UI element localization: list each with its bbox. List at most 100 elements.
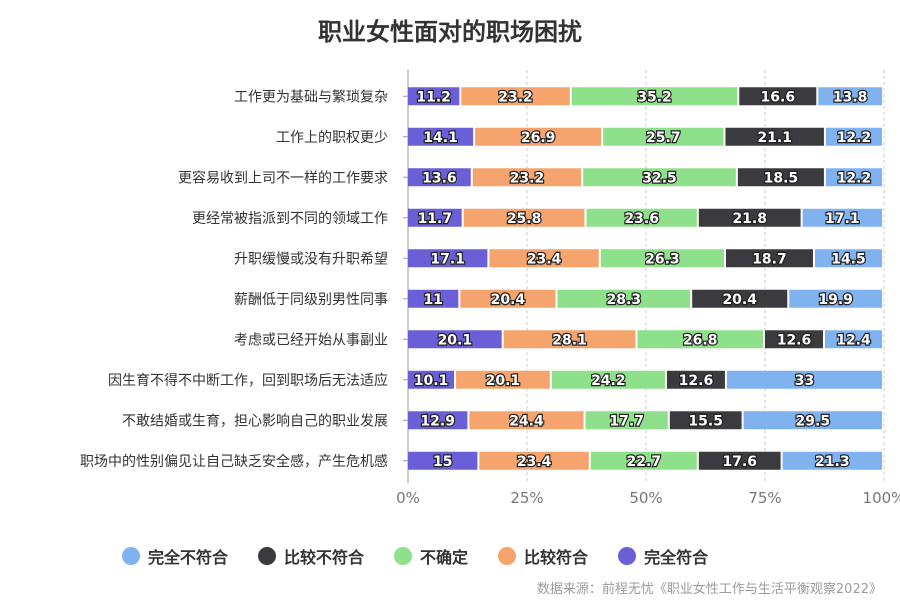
legend-label: 比较不符合 [284, 548, 365, 567]
legend-label: 完全不符合 [148, 548, 229, 567]
data-label: 35.2 [637, 89, 672, 105]
bar-segment [463, 208, 585, 227]
data-label: 28.3 [607, 292, 642, 308]
bar-segment [583, 168, 736, 187]
data-label: 17.7 [609, 413, 644, 429]
category-label: 工作上的职权更少 [276, 130, 388, 146]
bar-segment [698, 208, 801, 227]
bar-segment [460, 289, 556, 308]
bar-segment [586, 208, 697, 227]
bar-segment [408, 127, 474, 146]
category-label: 更经常被指派到不同的领域工作 [192, 211, 388, 227]
bar-segment [637, 330, 763, 349]
category-label: 工作更为基础与繁琐复杂 [234, 88, 388, 105]
data-label: 22.7 [627, 454, 662, 470]
bar-segment [725, 127, 824, 146]
bar-segment [789, 289, 882, 308]
bar-segment [585, 411, 668, 430]
data-label: 24.2 [591, 373, 626, 389]
data-label: 21.1 [757, 130, 792, 146]
data-label: 18.7 [752, 251, 787, 267]
data-label: 12.2 [837, 130, 872, 146]
legend-swatch [122, 547, 140, 565]
data-label: 17.1 [825, 211, 860, 227]
data-label: 23.2 [510, 170, 545, 186]
data-label: 12.6 [679, 373, 714, 389]
data-label: 12.4 [836, 332, 871, 348]
data-label: 20.4 [722, 292, 757, 308]
data-label: 25.7 [646, 130, 681, 146]
x-tick-label: 0% [396, 489, 420, 507]
bar-segment [408, 370, 455, 389]
data-label: 10.1 [414, 373, 449, 389]
data-label: 18.5 [764, 170, 799, 186]
data-label: 14.1 [423, 130, 458, 146]
data-label: 16.6 [761, 89, 796, 105]
data-label: 13.6 [422, 170, 457, 186]
legend-item: 不确定 [394, 544, 468, 568]
bar-segment [571, 87, 738, 106]
bar-segment [600, 249, 724, 268]
category-label: 因生育不得不中断工作，回到职场后无法适应 [108, 372, 388, 389]
data-label: 28.1 [552, 332, 587, 348]
bar-segment [408, 451, 478, 470]
data-label: 26.8 [683, 332, 718, 348]
bar-segment [461, 87, 570, 106]
data-label: 17.6 [722, 454, 757, 470]
data-label: 25.8 [507, 211, 542, 227]
bar-segment [503, 330, 636, 349]
data-label: 20.1 [486, 373, 521, 389]
bar-segment [737, 168, 824, 187]
data-label: 15 [433, 454, 452, 470]
bar-segment [825, 168, 882, 187]
x-tick-label: 100% [863, 489, 900, 507]
data-label: 23.4 [517, 454, 552, 470]
category-label: 薪酬低于同级别男性同事 [234, 292, 388, 308]
bar-segment [408, 289, 459, 308]
bar-segment [469, 411, 584, 430]
bar-segment [726, 370, 882, 389]
data-label: 11.2 [416, 89, 451, 105]
bar-segment [698, 451, 781, 470]
bar-segment [475, 127, 602, 146]
data-label: 20.4 [491, 292, 526, 308]
data-label: 24.4 [509, 413, 544, 429]
data-label: 11.7 [418, 211, 453, 227]
data-label: 11 [423, 292, 442, 308]
bar-segment [408, 168, 471, 187]
legend-swatch [618, 547, 637, 565]
data-label: 17.1 [430, 251, 465, 267]
category-label: 职场中的性别偏见让自己缺乏安全感，产生危机感 [80, 453, 388, 470]
data-label: 19.9 [818, 292, 853, 308]
legend-item: 完全符合 [618, 544, 708, 568]
bar-segment [408, 411, 468, 430]
data-label: 32.5 [642, 170, 677, 186]
bar-segment [692, 289, 788, 308]
bar-segment [590, 451, 697, 470]
category-label: 不敢结婚或生育，担心影响自己的职业发展 [122, 413, 388, 429]
bar-segment [408, 208, 462, 227]
legend-label: 比较符合 [524, 548, 589, 567]
data-label: 15.5 [688, 413, 723, 429]
data-label: 26.9 [521, 130, 556, 146]
bar-segment [489, 249, 599, 268]
bar-segment [666, 370, 725, 389]
legend-item: 完全不符合 [122, 544, 228, 568]
bar-segment [472, 168, 582, 187]
data-label: 12.6 [777, 332, 812, 348]
bar-segment [824, 330, 882, 349]
data-label: 14.5 [831, 251, 866, 267]
legend-item: 比较不符合 [258, 544, 364, 568]
data-label: 13.8 [833, 89, 868, 105]
bar-segment [725, 249, 813, 268]
legend-item: 比较符合 [498, 544, 588, 568]
chart-title: 职业女性面对的职场困扰 [318, 18, 582, 46]
bar-segment [739, 87, 817, 106]
bar-segment [669, 411, 742, 430]
bar-segment [825, 127, 882, 146]
x-tick-label: 75% [748, 489, 781, 507]
bar-segment [551, 370, 665, 389]
source-note: 数据来源：前程无忧《职业女性工作与生活平衡观察2022》 [536, 582, 882, 597]
data-label: 21.8 [732, 211, 767, 227]
x-tick-label: 25% [510, 489, 543, 507]
